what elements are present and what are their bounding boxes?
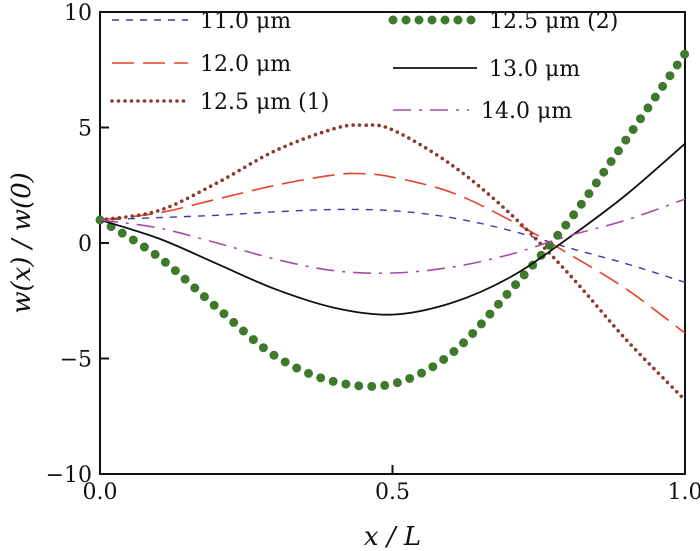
series-line-1 bbox=[99, 208, 686, 283]
series-line-4 bbox=[95, 49, 690, 391]
legend-label: 12.5 μm (2) bbox=[489, 9, 618, 34]
y-tick-label: −5 bbox=[60, 348, 92, 373]
legend-entry: 12.5 μm (1) bbox=[110, 90, 329, 115]
y-axis-label: w(x) / w(0) bbox=[7, 172, 37, 314]
plot-frame bbox=[99, 11, 686, 475]
legend-label: 12.5 μm (1) bbox=[200, 90, 329, 115]
legend-label: 12.0 μm bbox=[200, 52, 291, 77]
series-line-6 bbox=[99, 198, 686, 275]
x-tick-label: 1.0 bbox=[668, 480, 700, 505]
x-tick-label: 0.5 bbox=[375, 480, 410, 505]
legend: 11.0 μm 12.0 μm 12.5 μm (1) 12.5 μm (2) 13.0… bbox=[110, 9, 618, 124]
legend-entry: 13.0 μm bbox=[393, 57, 580, 82]
series-lines bbox=[95, 49, 690, 402]
legend-label: 11.0 μm bbox=[200, 9, 291, 34]
y-tick-label: 0 bbox=[78, 232, 92, 257]
series-line-2 bbox=[99, 172, 686, 334]
legend-entry: 11.0 μm bbox=[112, 9, 291, 34]
legend-entry: 12.0 μm bbox=[112, 52, 291, 77]
y-tick-label: 10 bbox=[64, 1, 92, 26]
series-line-3 bbox=[98, 123, 687, 402]
axes: −10 −5 0 5 10 0.0 0.5 1.0 x / L w(x) / w(0) bbox=[7, 1, 700, 551]
x-tick-label: 0.0 bbox=[83, 480, 118, 505]
legend-label: 14.0 μm bbox=[481, 99, 572, 124]
legend-entry: 12.5 μm (2) bbox=[388, 9, 618, 34]
series-line-5 bbox=[99, 143, 686, 316]
x-axis-label: x / L bbox=[364, 522, 421, 551]
legend-label: 13.0 μm bbox=[489, 57, 580, 82]
y-tick-label: 5 bbox=[78, 117, 92, 142]
y-tick-label: −10 bbox=[46, 463, 92, 488]
legend-entry: 14.0 μm bbox=[393, 99, 572, 124]
